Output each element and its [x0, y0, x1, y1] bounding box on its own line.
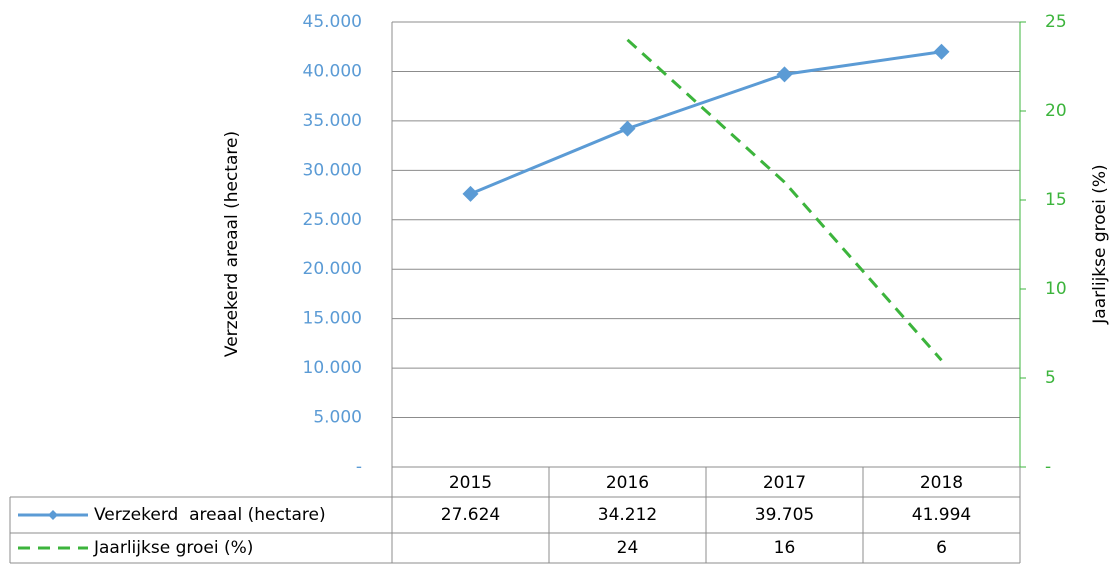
y-tick-label: 5.000	[313, 408, 362, 428]
y2-tick-label: 10	[1045, 279, 1067, 299]
y2-tick-label: 5	[1045, 368, 1056, 388]
table-value: 6	[936, 538, 947, 558]
table-value: 24	[617, 538, 639, 558]
marker	[462, 185, 479, 202]
table-value: 27.624	[441, 505, 500, 525]
y2-tick-label: 20	[1045, 101, 1067, 121]
x-tick-label: 2015	[449, 473, 492, 493]
legend-marker	[48, 510, 58, 520]
y-tick-label: 30.000	[303, 160, 362, 180]
legend-label: Jaarlijkse groei (%)	[93, 538, 253, 558]
y2-tick-label: -	[1045, 457, 1051, 477]
y2-axis-label: Jaarlijkse groei (%)	[1090, 164, 1110, 324]
y-tick-label: 45.000	[303, 12, 362, 32]
marker	[776, 66, 793, 83]
legend-label: Verzekerd areaal (hectare)	[94, 505, 326, 525]
series-line	[626, 38, 943, 362]
y-tick-label: 15.000	[303, 309, 362, 329]
table-value: 39.705	[755, 505, 814, 525]
table-value: 34.212	[598, 505, 657, 525]
x-tick-label: 2018	[920, 473, 963, 493]
table-value: 41.994	[912, 505, 971, 525]
x-tick-label: 2016	[606, 473, 649, 493]
x-tick-label: 2017	[763, 473, 806, 493]
y-axis-label: Verzekerd areaal (hectare)	[222, 131, 242, 357]
marker	[619, 120, 636, 137]
y-tick-label: 35.000	[303, 111, 362, 131]
y-tick-label: 40.000	[303, 61, 362, 81]
series-line	[469, 50, 942, 196]
y-tick-label: 20.000	[303, 259, 362, 279]
y2-tick-label: 15	[1045, 190, 1067, 210]
table-value: 16	[774, 538, 796, 558]
y2-tick-label: 25	[1045, 12, 1067, 32]
marker	[933, 43, 950, 60]
y-tick-label: -	[356, 457, 362, 477]
y-tick-label: 10.000	[303, 358, 362, 378]
y-tick-label: 25.000	[303, 210, 362, 230]
